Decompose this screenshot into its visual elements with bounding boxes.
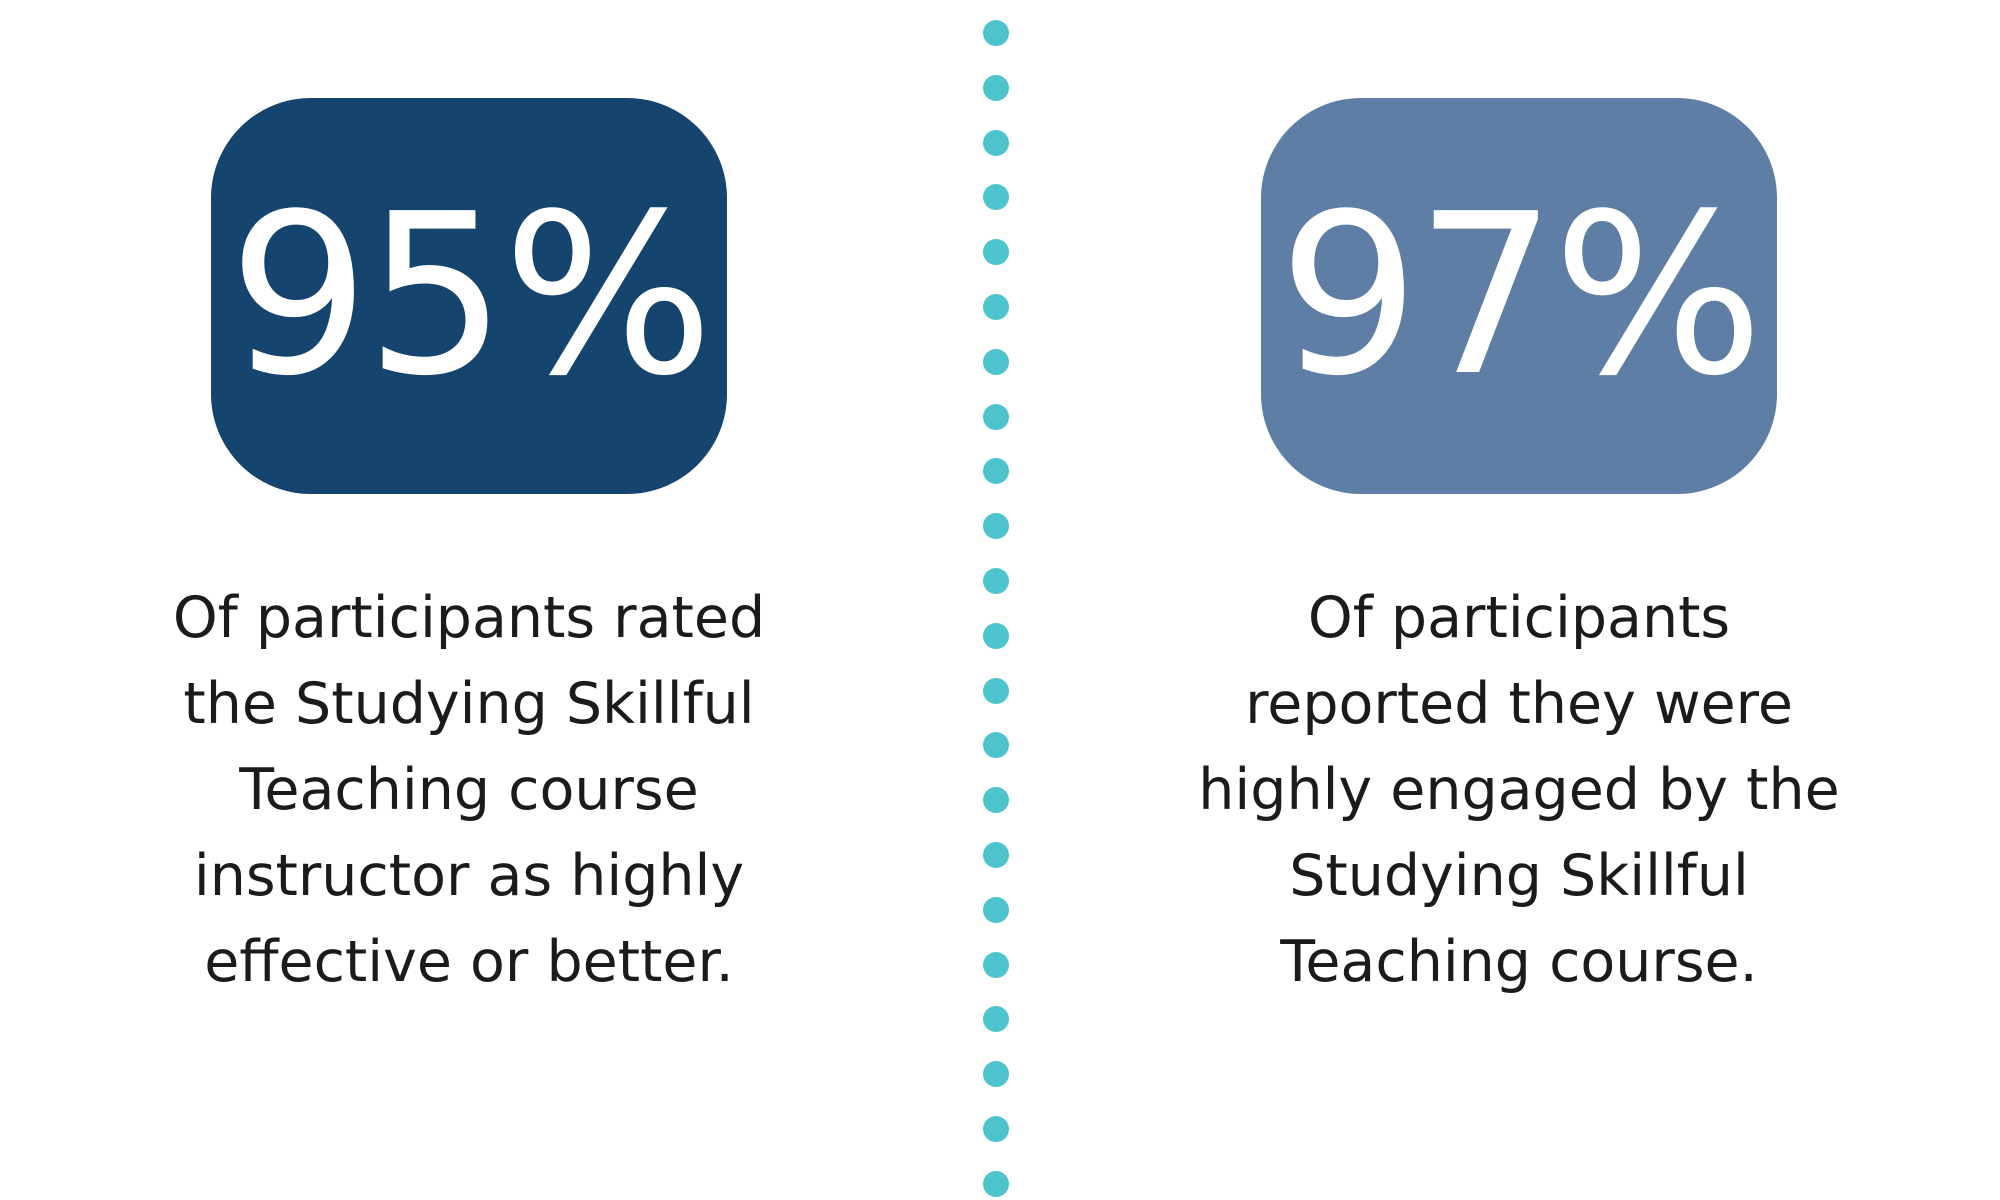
divider-dot <box>983 568 1009 594</box>
caption-line: effective or better. <box>204 929 734 995</box>
caption-line: Studying Skillful <box>1289 843 1749 909</box>
divider-dot <box>983 403 1009 430</box>
caption-line: highly engaged by the <box>1198 757 1840 823</box>
divider-dot <box>983 458 1009 485</box>
divider-dot <box>983 787 1009 814</box>
divider-dot <box>983 677 1009 704</box>
divider-dot <box>983 129 1009 156</box>
divider-dot <box>983 1170 1009 1197</box>
left-stat-caption: Of participants rated the Studying Skill… <box>109 575 829 1005</box>
right-stat-badge: 97% <box>1261 98 1777 494</box>
divider-dot <box>983 622 1009 649</box>
caption-line: instructor as highly <box>193 843 745 909</box>
divider-dot <box>983 74 1009 101</box>
divider-dot <box>983 842 1009 868</box>
left-stat-badge: 95% <box>211 98 727 494</box>
dotted-divider <box>983 20 1009 1197</box>
caption-line: the Studying Skillful <box>183 671 755 737</box>
caption-line: Of participants rated <box>172 585 766 651</box>
divider-dot <box>983 348 1009 375</box>
left-stat-value: 95% <box>228 167 713 425</box>
divider-dot <box>983 20 1009 46</box>
right-stat-value: 97% <box>1278 167 1763 425</box>
divider-dot <box>983 1006 1009 1033</box>
divider-dot <box>983 896 1009 923</box>
divider-dot <box>983 184 1009 211</box>
caption-line: Teaching course. <box>1280 929 1758 995</box>
right-stat-caption: Of participants reported they were highl… <box>1159 575 1879 1005</box>
caption-line: Of participants <box>1307 585 1731 651</box>
divider-dot <box>983 732 1009 759</box>
divider-dot <box>983 1061 1009 1088</box>
caption-line: reported they were <box>1245 671 1793 737</box>
divider-dot <box>983 239 1009 266</box>
divider-dot <box>983 513 1009 540</box>
caption-line: Teaching course <box>239 757 699 823</box>
divider-dot <box>983 294 1009 320</box>
divider-dot <box>983 1116 1009 1142</box>
divider-dot <box>983 951 1009 978</box>
